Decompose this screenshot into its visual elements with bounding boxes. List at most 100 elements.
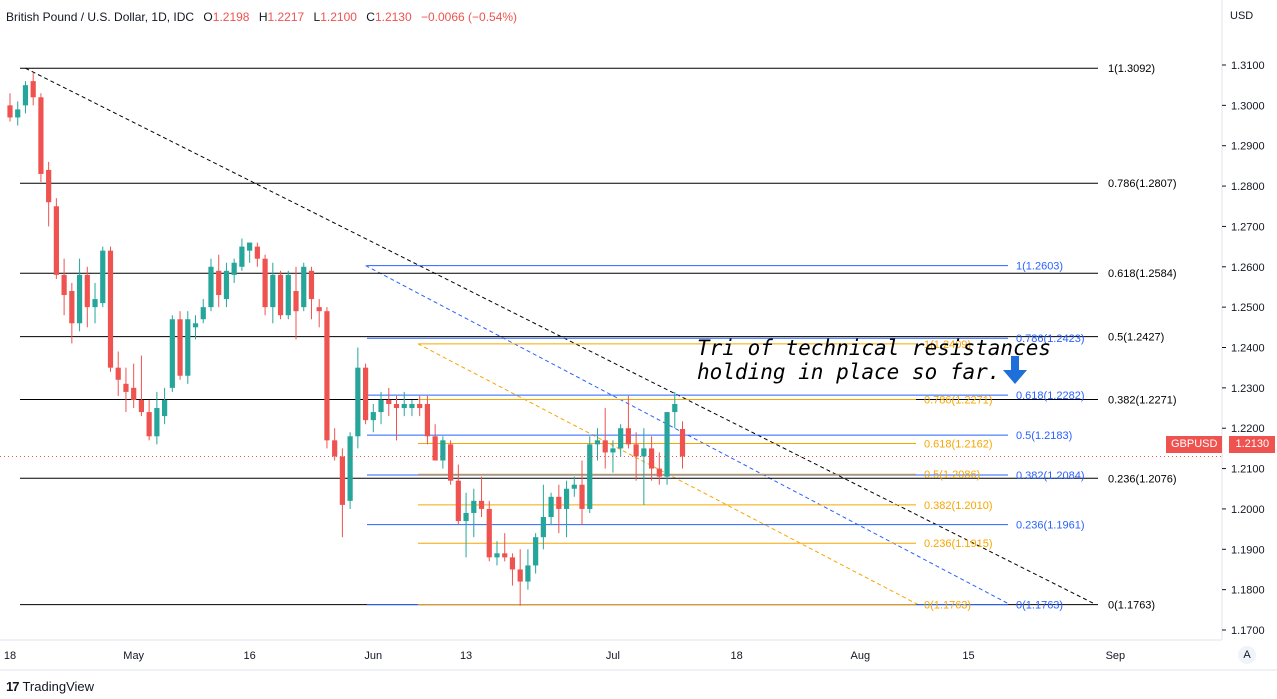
x-tick-label: 18 xyxy=(4,650,16,662)
x-tick-label: 13 xyxy=(460,650,472,662)
candle-body xyxy=(301,266,307,308)
candle-body xyxy=(285,274,291,316)
candle-body xyxy=(347,436,353,501)
open-value: 1.2198 xyxy=(212,10,250,24)
candle-body xyxy=(339,456,345,505)
open-label: O xyxy=(203,10,213,24)
tradingview-branding: 17 TradingView xyxy=(6,679,94,694)
last-price: 1.2130 xyxy=(1229,436,1276,453)
candle-body xyxy=(223,270,230,300)
candle-body xyxy=(540,517,546,538)
fib-black-label: 0.236(1.2076) xyxy=(1108,473,1177,485)
candle-body xyxy=(332,440,338,457)
candle-body xyxy=(316,307,322,312)
fib-blue-label: 0.5(1.2183) xyxy=(1016,430,1072,442)
candle-body xyxy=(185,319,191,376)
y-tick-label: 1.1900 xyxy=(1231,544,1265,556)
symbol-badge: GBPUSD xyxy=(1166,436,1223,453)
y-tick-label: 1.2400 xyxy=(1231,343,1265,355)
candle-body xyxy=(76,274,83,324)
candle-body xyxy=(46,169,52,203)
candle-body xyxy=(587,444,593,509)
candle-body xyxy=(672,404,678,413)
y-tick-label: 1.2600 xyxy=(1231,262,1265,274)
candle-body xyxy=(270,274,276,308)
candle-body xyxy=(563,488,570,509)
candle-body xyxy=(533,537,539,566)
x-tick-label: Jun xyxy=(364,650,382,662)
candle-body xyxy=(478,500,485,509)
candle-body xyxy=(509,557,516,570)
candle-body xyxy=(84,274,90,308)
candle-body xyxy=(494,553,500,558)
y-tick-label: 1.2800 xyxy=(1231,181,1265,193)
change-value: −0.0066 (−0.54%) xyxy=(420,10,518,24)
candle-body xyxy=(471,500,477,513)
candle-body xyxy=(239,246,245,267)
candle-body xyxy=(123,383,129,392)
fib-orange-label: 0.618(1.2162) xyxy=(924,439,993,451)
candle-body xyxy=(92,299,98,308)
candle-body xyxy=(15,109,21,118)
candle-body xyxy=(579,484,585,509)
y-tick-label: 1.1700 xyxy=(1231,625,1265,637)
candle-body xyxy=(664,412,670,477)
candle-body xyxy=(401,404,407,409)
candle-body xyxy=(61,274,67,296)
x-tick-label: 15 xyxy=(962,650,974,662)
candle-body xyxy=(409,404,415,409)
y-tick-label: 1.1800 xyxy=(1231,585,1265,597)
annotation-line-1: Tri of technical resistances xyxy=(697,336,1052,360)
fib-blue-label: 0.786(1.2423) xyxy=(1016,333,1085,345)
x-tick-label: Sep xyxy=(1106,650,1126,662)
candle-body xyxy=(293,291,299,312)
candle-body xyxy=(602,440,608,453)
candle-body xyxy=(625,428,631,445)
y-tick-label: 1.3100 xyxy=(1231,60,1265,72)
fib-blue-label: 1(1.2603) xyxy=(1016,261,1063,273)
candle-body xyxy=(262,258,268,308)
candle-body xyxy=(38,97,44,174)
candle-body xyxy=(308,270,315,300)
candle-body xyxy=(200,307,206,320)
candle-body xyxy=(254,246,260,259)
candle-body xyxy=(610,448,616,453)
candle-body xyxy=(69,291,75,324)
auto-scale-button[interactable]: A xyxy=(1238,646,1256,664)
candle-body xyxy=(231,262,237,275)
candle-body xyxy=(432,436,438,461)
candle-body xyxy=(633,444,639,457)
candle-body xyxy=(502,553,508,558)
candle-body xyxy=(556,496,562,509)
candle-body xyxy=(53,206,59,275)
fib-orange-label: 1(1.2409) xyxy=(924,339,971,351)
candle-body xyxy=(448,444,454,481)
last-price-badge: GBPUSD 1.2130 xyxy=(1166,436,1276,453)
candle-body xyxy=(656,468,662,477)
candle-body xyxy=(216,270,222,296)
candle-body xyxy=(115,367,121,380)
close-label: C xyxy=(366,10,375,24)
candle-body xyxy=(30,81,36,98)
y-tick-label: 1.2300 xyxy=(1231,383,1265,395)
candle-body xyxy=(192,323,199,328)
x-tick-label: 16 xyxy=(244,650,256,662)
candle-body xyxy=(548,496,554,517)
low-value: 1.2100 xyxy=(320,10,357,24)
fib-orange-label: 0.786(1.2271) xyxy=(924,395,993,407)
candle-body xyxy=(463,512,469,522)
legend-header: British Pound / U.S. Dollar, 1D, IDC O1.… xyxy=(6,10,517,24)
candle-body xyxy=(146,412,152,437)
candle-body xyxy=(386,399,392,404)
candle-body xyxy=(362,367,369,421)
candle-body xyxy=(208,266,214,308)
fib-black-label: 1(1.3092) xyxy=(1108,63,1155,75)
low-label: L xyxy=(313,10,321,24)
fib-blue-label: 0.236(1.1961) xyxy=(1016,520,1085,532)
symbol-title: British Pound / U.S. Dollar, 1D, IDC xyxy=(6,10,195,24)
y-tick-label: 1.2000 xyxy=(1231,504,1265,516)
candle-body xyxy=(571,484,577,489)
annotation-line-2: holding in place so far. xyxy=(697,360,1001,384)
fib-black-label: 0.5(1.2427) xyxy=(1108,332,1164,344)
